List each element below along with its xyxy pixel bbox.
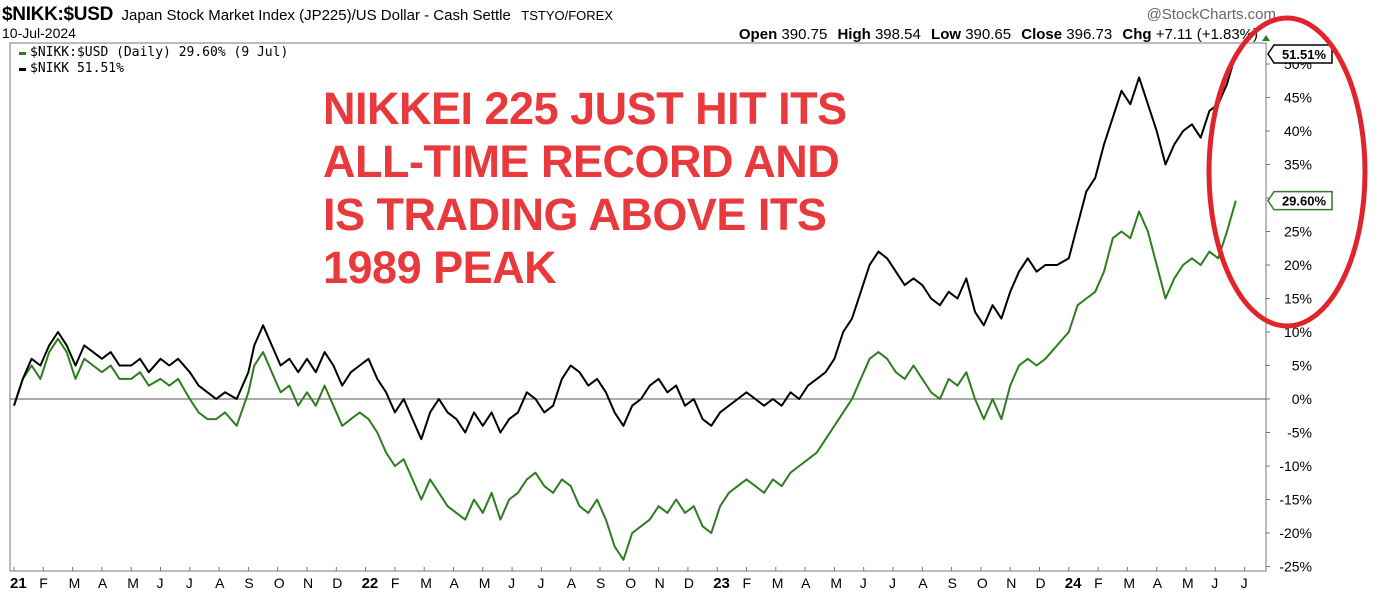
y-tick-label: 20% xyxy=(1284,257,1312,273)
close-value: 396.73 xyxy=(1066,26,1113,43)
legend-swatch-green xyxy=(19,51,26,55)
y-tick-label: -15% xyxy=(1279,492,1312,508)
chg-value: +7.11 (+1.83%) xyxy=(1155,26,1258,43)
x-tick-label: S xyxy=(244,575,253,591)
highlight-ellipse xyxy=(1206,15,1368,329)
headline-line-1: NIKKEI 225 JUST HIT ITS xyxy=(323,83,847,134)
open-value: 390.75 xyxy=(781,26,828,43)
legend-label-nikk: $NIKK 51.51% xyxy=(30,61,124,76)
x-tick-label: N xyxy=(303,575,313,591)
y-axis: -25%-20%-15%-10%-5%0%5%10%15%20%25%30%35… xyxy=(1266,56,1312,575)
x-tick-label: A xyxy=(567,575,577,591)
x-tick-label: M xyxy=(1123,575,1135,591)
open-label: Open xyxy=(738,26,778,43)
legend-swatch-black xyxy=(19,67,26,71)
x-axis: 21 F M A M J J A S O N D 22 F M A M J J A S O N D 23 F M A M J J A S O N D 2… xyxy=(10,567,1248,592)
x-tick-label: 23 xyxy=(713,575,730,592)
low-label: Low xyxy=(931,26,962,43)
legend-label-usd: $NIKK:$USD (Daily) 29.60% (9 Jul) xyxy=(30,45,289,60)
headline-annotation: NIKKEI 225 JUST HIT ITS ALL-TIME RECORD … xyxy=(323,82,847,294)
series-line-nikk xyxy=(13,53,1237,441)
x-tick-label: O xyxy=(274,575,285,591)
high-label: High xyxy=(837,26,871,43)
y-tick-label: -10% xyxy=(1279,458,1312,474)
y-tick-label: 5% xyxy=(1292,358,1312,374)
series-layer xyxy=(13,53,1237,561)
x-tick-label: M xyxy=(479,575,491,591)
x-tick-label: M xyxy=(420,575,432,591)
x-tick-label: A xyxy=(918,575,928,591)
x-tick-label: J xyxy=(1211,575,1218,591)
x-tick-label: J xyxy=(1241,575,1248,591)
x-tick-label: D xyxy=(1036,575,1046,591)
x-tick-label: O xyxy=(625,575,636,591)
x-tick-label: M xyxy=(772,575,784,591)
x-tick-label: S xyxy=(948,575,957,591)
x-tick-label: M xyxy=(830,575,842,591)
x-tick-label: 24 xyxy=(1065,575,1082,592)
x-tick-label: N xyxy=(655,575,665,591)
headline-line-3: IS TRADING ABOVE ITS xyxy=(323,189,827,240)
instrument-description: Japan Stock Market Index (JP225)/US Doll… xyxy=(121,7,511,24)
x-tick-label: O xyxy=(977,575,988,591)
y-tick-label: 35% xyxy=(1284,157,1312,173)
x-tick-label: D xyxy=(684,575,694,591)
y-tick-label: 15% xyxy=(1284,291,1312,307)
x-tick-label: S xyxy=(596,575,605,591)
x-tick-label: M xyxy=(69,575,81,591)
legend-item-nikk: $NIKK 51.51% xyxy=(19,61,288,77)
x-tick-label: F xyxy=(1094,575,1103,591)
last-value-tag-nikk-usd xyxy=(1267,190,1333,211)
up-arrow-icon xyxy=(1262,35,1270,41)
ticker-symbol: $NIKK:$USD xyxy=(2,4,114,25)
x-tick-label: J xyxy=(186,575,193,591)
x-tick-label: F xyxy=(39,575,48,591)
x-tick-label: A xyxy=(1153,575,1163,591)
y-tick-label: 40% xyxy=(1284,123,1312,139)
x-tick-label: J xyxy=(508,575,515,591)
last-value-tag-nikk xyxy=(1267,44,1333,64)
low-value: 390.65 xyxy=(965,26,1012,43)
last-value-label-nikk: 51.51% xyxy=(1282,47,1327,62)
chart-legend: $NIKK:$USD (Daily) 29.60% (9 Jul) $NIKK … xyxy=(16,44,292,78)
x-tick-label: J xyxy=(860,575,867,591)
last-value-label-nikk-usd: 29.60% xyxy=(1282,194,1327,209)
x-tick-label: M xyxy=(1182,575,1194,591)
close-label: Close xyxy=(1021,26,1063,43)
x-tick-label: N xyxy=(1006,575,1016,591)
x-tick-label: J xyxy=(537,575,544,591)
x-tick-label: A xyxy=(215,575,225,591)
y-tick-label: 25% xyxy=(1284,224,1312,240)
y-tick-label: -25% xyxy=(1279,559,1312,575)
x-tick-label: F xyxy=(743,575,752,591)
x-tick-label: J xyxy=(889,575,896,591)
last-value-labels: 51.51% 29.60% xyxy=(1267,44,1333,211)
x-tick-label: F xyxy=(391,575,400,591)
x-tick-label: A xyxy=(450,575,460,591)
y-tick-label: -5% xyxy=(1287,425,1312,441)
series-line-nikk-usd xyxy=(13,200,1237,561)
chart-date: 10-Jul-2024 xyxy=(2,25,76,41)
chg-label: Chg xyxy=(1122,26,1152,43)
ohlc-readout: Open 390.75 High 398.54 Low 390.65 Close… xyxy=(739,26,1264,43)
exchange-label: TSTYO/FOREX xyxy=(521,8,614,23)
x-tick-label: 21 xyxy=(10,575,27,592)
y-tick-label: 45% xyxy=(1284,90,1312,106)
headline-line-2: ALL-TIME RECORD AND xyxy=(323,136,840,187)
plot-frame xyxy=(9,42,1267,572)
x-tick-label: J xyxy=(157,575,164,591)
headline-line-4: 1989 PEAK xyxy=(323,242,557,293)
x-tick-label: 22 xyxy=(362,575,379,592)
high-value: 398.54 xyxy=(874,26,921,43)
x-tick-label: A xyxy=(98,575,108,591)
stockcharts-watermark: @StockCharts.com xyxy=(1146,6,1276,23)
y-tick-label: 0% xyxy=(1292,391,1312,407)
y-tick-label: -20% xyxy=(1279,525,1312,541)
x-tick-label: M xyxy=(127,575,139,591)
x-tick-label: A xyxy=(801,575,811,591)
legend-item-usd: $NIKK:$USD (Daily) 29.60% (9 Jul) xyxy=(19,45,288,61)
x-tick-label: D xyxy=(332,575,342,591)
chart-title-bar: $NIKK:$USD Japan Stock Market Index (JP2… xyxy=(2,4,613,26)
